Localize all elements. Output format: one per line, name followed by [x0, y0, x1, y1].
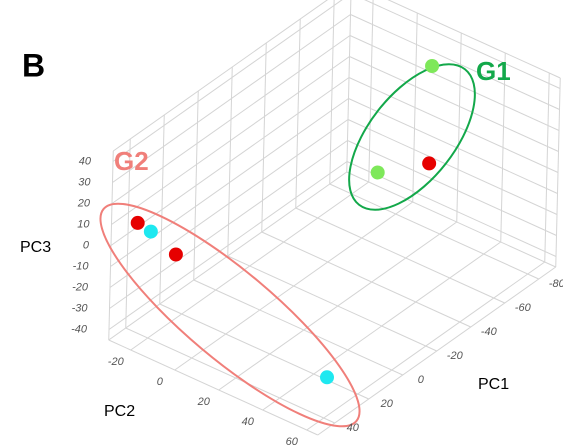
grid — [108, 0, 561, 436]
grid-line — [227, 255, 437, 352]
z-tick-label: 10 — [77, 218, 90, 230]
z-tick-label: -20 — [72, 281, 89, 293]
y-tick-label: 60 — [286, 436, 299, 448]
grid-line — [262, 241, 502, 411]
grid-line — [125, 327, 335, 424]
point — [168, 247, 183, 262]
grid-line — [295, 207, 505, 304]
x-tick-label: -20 — [447, 350, 464, 362]
box-edge — [346, 0, 352, 173]
grid-line — [347, 119, 558, 215]
grid-line — [329, 183, 539, 280]
x-tick-label: 40 — [347, 422, 360, 434]
grid-line — [364, 0, 561, 89]
z-tick-label: -30 — [72, 302, 89, 314]
x-tick-label: -80 — [549, 278, 563, 290]
x-tick-label: 20 — [380, 398, 394, 410]
grid-line — [112, 14, 351, 183]
group-label: G2 — [114, 146, 149, 176]
grid-line — [109, 140, 348, 309]
z-tick-label: -40 — [71, 323, 88, 335]
grid-line — [347, 140, 557, 236]
grid-line — [348, 77, 559, 173]
grid-line — [350, 14, 560, 110]
grid-line — [349, 56, 559, 152]
point — [425, 59, 440, 73]
x-tick-label: -40 — [481, 326, 498, 338]
y-tick-label: 40 — [242, 416, 255, 428]
y-tick-label: 20 — [197, 396, 211, 408]
grid-line — [130, 181, 370, 351]
z-tick-label: 40 — [79, 155, 92, 167]
point — [422, 156, 437, 171]
grid-line — [159, 303, 369, 400]
g1-ellipse — [348, 63, 476, 211]
grid-line — [111, 35, 351, 204]
grid-line — [368, 0, 374, 183]
z-axis-title: PC3 — [20, 239, 51, 256]
grid-line — [261, 231, 471, 328]
point — [130, 215, 145, 230]
grid-line — [110, 98, 349, 267]
x-tick-label: 0 — [418, 374, 425, 386]
grid-line — [109, 119, 349, 288]
grid-line — [108, 161, 348, 330]
z-tick-label: 0 — [83, 239, 90, 251]
grid-line — [111, 56, 350, 225]
x-axis-title: PC1 — [478, 376, 509, 393]
points — [130, 59, 440, 385]
grid-line — [348, 98, 558, 194]
z-tick-label: -10 — [73, 260, 90, 272]
point — [370, 165, 385, 180]
box-edge — [346, 171, 556, 268]
panel-label: B — [22, 47, 45, 83]
z-tick-label: 20 — [77, 197, 91, 209]
grid-line — [218, 221, 458, 391]
grid-line — [349, 35, 560, 131]
y-tick-label: -20 — [108, 356, 125, 368]
g2-ellipse — [99, 202, 361, 428]
point — [143, 224, 158, 239]
grid-line — [174, 201, 414, 371]
y-tick-label: 0 — [157, 376, 164, 388]
x-tick-label: -60 — [515, 302, 532, 314]
z-tick-label: 30 — [78, 176, 91, 188]
grid-line — [110, 77, 350, 246]
y-axis-title: PC2 — [104, 403, 135, 420]
point — [320, 370, 334, 385]
grid-line — [193, 279, 403, 376]
group-label: G1 — [476, 56, 511, 86]
grid-line — [112, 0, 343, 162]
box-edge — [108, 339, 318, 436]
box-edge — [387, 0, 561, 79]
grid-line — [306, 261, 546, 431]
